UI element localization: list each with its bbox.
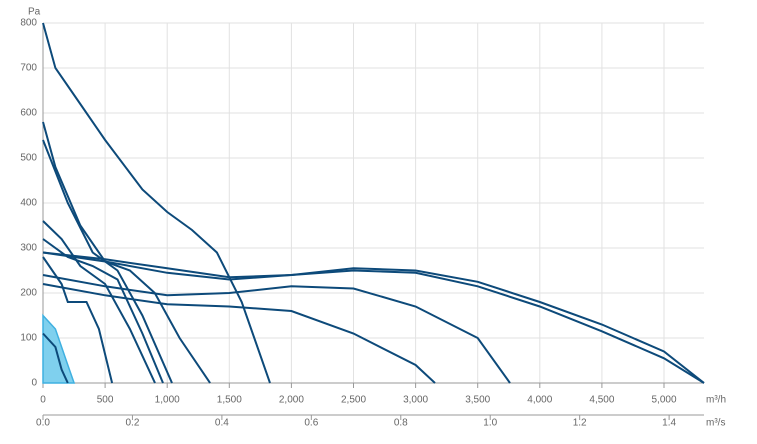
y-tick-label: 100 <box>20 333 37 344</box>
series-line <box>42 332 69 384</box>
x-tick-label: 2,500 <box>341 395 366 406</box>
x-tick-label: 3,500 <box>465 395 490 406</box>
series-area <box>42 313 76 384</box>
x2-tick-label: 0.8 <box>394 418 408 429</box>
series-line <box>42 220 156 384</box>
y-tick-label: 200 <box>20 288 37 299</box>
y-unit: Pa <box>28 7 41 18</box>
series-line <box>42 256 114 384</box>
x-tick-label: 4,500 <box>589 395 614 406</box>
x-tick-label: 2,000 <box>279 395 304 406</box>
x2-tick-label: 0.2 <box>125 418 139 429</box>
x-tick-label: 3,000 <box>403 395 428 406</box>
x-tick-label: 4,000 <box>527 395 552 406</box>
x2-tick-label: 1.0 <box>483 418 497 429</box>
y-tick-label: 500 <box>20 153 37 164</box>
series-line <box>42 283 436 384</box>
x-tick-label: 1,000 <box>155 395 180 406</box>
x-tick-label: 5,000 <box>651 395 676 406</box>
series-line <box>42 251 705 384</box>
x2-tick-label: 1.2 <box>573 418 587 429</box>
y-tick-label: 400 <box>20 198 37 209</box>
series-line <box>42 121 211 384</box>
series-line <box>42 251 705 384</box>
x-tick-label: 0 <box>40 395 46 406</box>
x-tick-label: 500 <box>97 395 114 406</box>
series-line <box>42 274 511 384</box>
y-tick-label: 700 <box>20 63 37 74</box>
y-tick-label: 300 <box>20 243 37 254</box>
x2-tick-label: 0.0 <box>36 418 50 429</box>
x2-tick-label: 0.4 <box>215 418 229 429</box>
x2-tick-label: 0.6 <box>304 418 318 429</box>
x-tick-label: 1,500 <box>217 395 242 406</box>
y-tick-label: 600 <box>20 108 37 119</box>
y-tick-label: 0 <box>31 378 37 389</box>
x2-unit: m³/s <box>706 418 725 429</box>
x-unit: m³/h <box>706 395 726 406</box>
y-tick-label: 800 <box>20 18 37 29</box>
x2-tick-label: 1.4 <box>662 418 676 429</box>
